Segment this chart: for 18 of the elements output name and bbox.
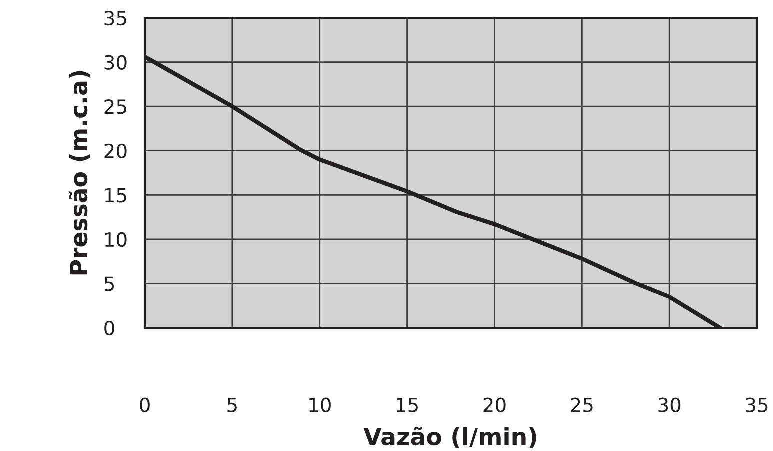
x-tick-label: 15 [397, 398, 418, 412]
y-tick-label: 15 [105, 188, 126, 203]
x-tick-label: 25 [571, 398, 593, 412]
x-tick-label: 35 [746, 398, 768, 412]
y-tick-label: 35 [104, 10, 126, 26]
y-tick-label: 30 [104, 55, 127, 70]
y-tick-label: 25 [104, 100, 126, 114]
y-tick-label: 5 [104, 276, 114, 292]
x-tick-label: 10 [310, 398, 331, 412]
y-tick-label: 10 [105, 232, 127, 248]
x-axis-title: Vazão (l/min) [364, 426, 536, 448]
y-axis-title: Pressão (m.c.a) [68, 71, 90, 275]
x-tick-label: 0 [140, 398, 150, 412]
x-tick-label: 5 [228, 398, 237, 412]
y-tick-label: 0 [104, 320, 114, 336]
x-tick-label: 30 [658, 398, 681, 412]
x-tick-label: 20 [484, 398, 506, 412]
y-tick-label: 20 [104, 144, 127, 159]
